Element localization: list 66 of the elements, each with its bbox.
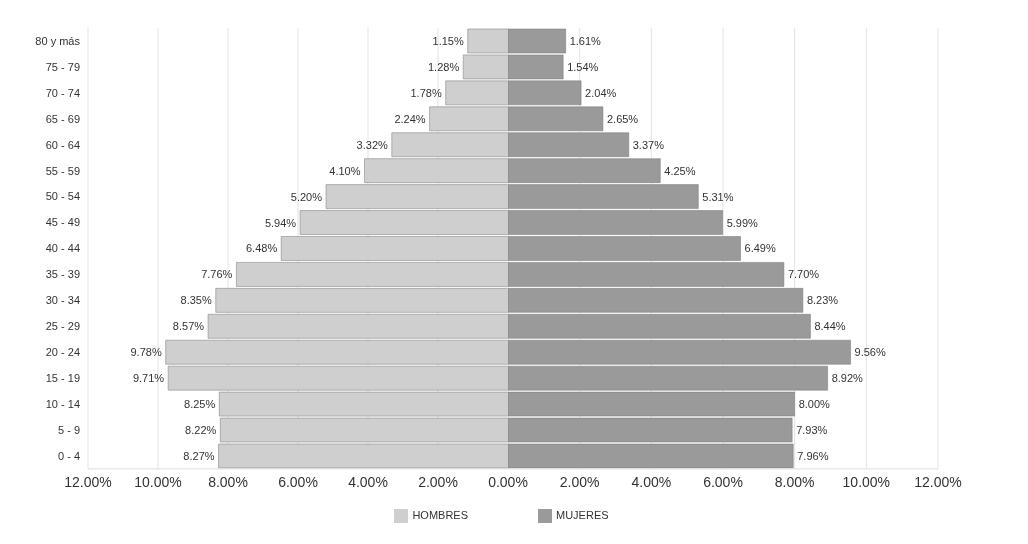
data-label: 8.57% (172, 320, 205, 333)
legend-label: HOMBRES (412, 508, 468, 521)
y-tick-label: 55 - 59 (45, 164, 80, 177)
legend-label: MUJERES (556, 508, 609, 521)
x-tick-label: 10.00% (842, 473, 891, 490)
data-label: 9.78% (130, 346, 162, 359)
x-tick-label: 0.00% (488, 473, 528, 490)
data-label: 8.23% (806, 294, 839, 307)
data-label: 9.71% (132, 372, 165, 385)
y-tick-label: 60 - 64 (45, 138, 80, 151)
data-label: 1.54% (567, 60, 599, 73)
data-label: 5.31% (702, 190, 734, 203)
data-label: 1.15% (432, 35, 464, 47)
data-label: 7.70% (787, 268, 820, 281)
x-tick-label: 4.00% (631, 473, 672, 490)
y-tick-label: 65 - 69 (45, 112, 80, 125)
data-label: 5.94% (264, 216, 297, 229)
y-tick-label: 70 - 74 (45, 86, 80, 99)
data-label: 8.27% (183, 449, 215, 462)
data-label: 8.00% (798, 398, 831, 411)
y-tick-label: 30 - 34 (45, 294, 80, 307)
x-tick-label: 4.00% (348, 473, 388, 490)
y-tick-label: 35 - 39 (45, 268, 80, 281)
data-label: 9.56% (854, 346, 886, 359)
y-tick-label: 25 - 29 (45, 320, 80, 333)
data-label: 5.99% (726, 216, 759, 229)
data-label: 2.24% (394, 112, 426, 125)
x-tick-label: 2.00% (559, 473, 600, 490)
x-tick-label: 8.00% (774, 473, 815, 490)
data-label: 2.04% (585, 86, 617, 99)
y-tick-label: 40 - 44 (45, 242, 80, 255)
data-label: 8.35% (180, 294, 212, 307)
y-tick-label: 75 - 79 (45, 60, 80, 73)
x-tick-label: 6.00% (278, 473, 318, 490)
data-label: 6.48% (246, 242, 278, 255)
data-label: 1.78% (410, 86, 442, 99)
data-label: 3.32% (356, 138, 389, 151)
x-tick-label: 12.00% (64, 473, 112, 490)
data-label: 1.61% (569, 35, 602, 47)
y-tick-label: 20 - 24 (45, 346, 80, 359)
y-tick-label: 5 - 9 (57, 423, 80, 436)
data-label: 8.92% (831, 372, 864, 385)
data-label: 2.65% (606, 112, 639, 125)
x-tick-label: 8.00% (208, 473, 248, 490)
data-label: 8.25% (184, 398, 216, 411)
data-label: 1.28% (428, 60, 460, 73)
data-label: 4.25% (664, 164, 696, 177)
y-tick-label: 10 - 14 (45, 397, 80, 410)
data-label: 3.37% (632, 138, 665, 151)
x-tick-label: 12.00% (914, 473, 962, 490)
data-label: 7.96% (797, 449, 829, 462)
y-tick-label: 15 - 19 (45, 372, 80, 385)
data-label: 8.44% (814, 320, 846, 333)
y-tick-label: 50 - 54 (45, 190, 80, 203)
y-tick-label: 80 y más (35, 34, 81, 47)
data-label: 5.20% (290, 190, 323, 203)
x-tick-label: 6.00% (703, 473, 743, 490)
data-label: 8.22% (185, 424, 217, 437)
x-tick-label: 10.00% (134, 473, 182, 490)
data-label: 7.93% (796, 424, 828, 437)
x-tick-label: 2.00% (418, 473, 458, 490)
y-tick-label: 45 - 49 (45, 216, 80, 229)
y-tick-label: 0 - 4 (57, 449, 80, 462)
data-label: 4.10% (329, 164, 361, 177)
data-label: 6.49% (744, 242, 776, 255)
data-label: 7.76% (201, 268, 233, 281)
